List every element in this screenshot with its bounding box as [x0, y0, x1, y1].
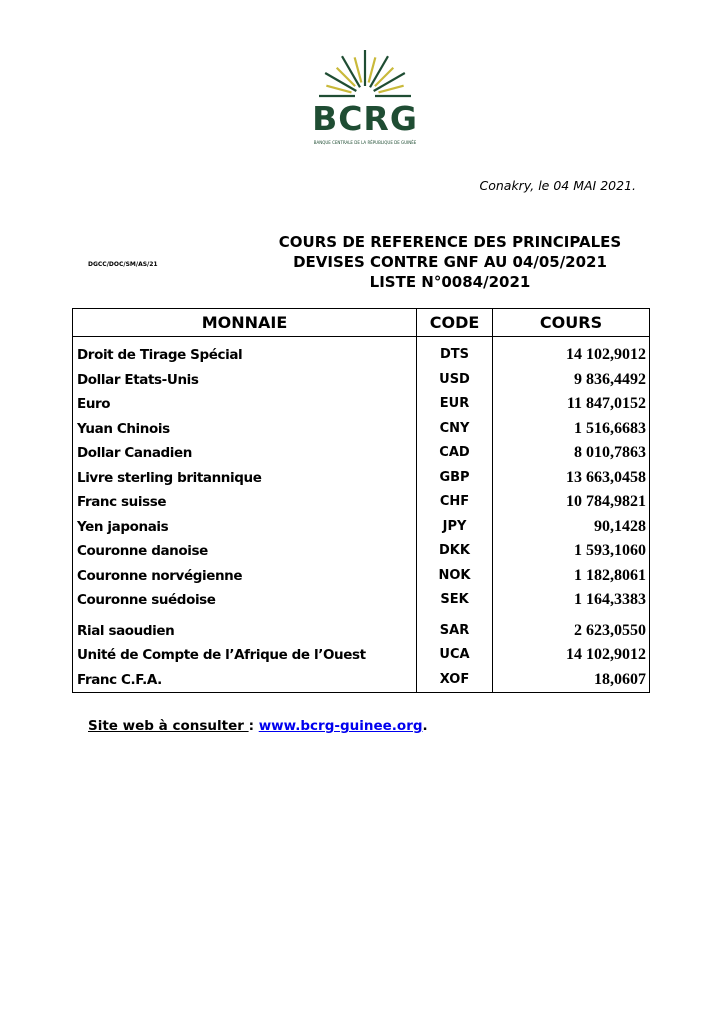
currency-name: Dollar Etats-Unis — [72, 367, 417, 392]
logo-ray — [335, 66, 356, 87]
table-row: Franc suisse CHF 10 784,9821 — [72, 490, 650, 515]
logo-ray — [341, 55, 361, 88]
table-row: Rial saoudien SAR 2 623,0550 — [72, 612, 650, 643]
currency-name: Couronne danoise — [72, 539, 417, 564]
currency-rate: 1 182,8061 — [492, 563, 650, 588]
currency-code: UCA — [416, 643, 493, 668]
currency-code: EUR — [416, 392, 493, 417]
logo-ray — [367, 57, 377, 83]
reference-code: DGCC/DOC/SM/AS/21 — [88, 261, 158, 268]
currency-name: Dollar Canadien — [72, 441, 417, 466]
table-row: Unité de Compte de l’Afrique de l’Ouest U… — [72, 643, 650, 668]
currency-name: Droit de Tirage Spécial — [72, 336, 417, 368]
logo-ray — [369, 55, 389, 88]
currency-rate: 1 164,3383 — [492, 588, 650, 613]
logo-ray — [324, 72, 357, 92]
currency-name: Yuan Chinois — [72, 416, 417, 441]
currency-rate: 2 623,0550 — [492, 612, 650, 643]
logo-ray — [374, 66, 395, 87]
currency-code: CHF — [416, 490, 493, 515]
header-code: CODE — [416, 308, 493, 337]
currency-rate: 18,0607 — [492, 667, 650, 693]
table-row: Couronne danoise DKK 1 593,1060 — [72, 539, 650, 564]
currency-code: GBP — [416, 465, 493, 490]
table-row: Yuan Chinois CNY 1 516,6683 — [72, 416, 650, 441]
table-row: Dollar Canadien CAD 8 010,7863 — [72, 441, 650, 466]
currency-name: Couronne norvégienne — [72, 563, 417, 588]
header-cours: COURS — [492, 308, 650, 337]
website-end: . — [422, 718, 428, 734]
currency-code: XOF — [416, 667, 493, 693]
currency-code: NOK — [416, 563, 493, 588]
currency-rate: 10 784,9821 — [492, 490, 650, 515]
currency-code: JPY — [416, 514, 493, 539]
currency-rate: 1 593,1060 — [492, 539, 650, 564]
logo-ray — [353, 57, 363, 83]
title-line-3: LISTE N°0084/2021 — [369, 273, 531, 291]
currency-name: Franc suisse — [72, 490, 417, 515]
website-line: Site web à consulter : www.bcrg-guinee.o… — [88, 718, 428, 734]
currency-rate: 9 836,4492 — [492, 367, 650, 392]
currency-rate: 8 010,7863 — [492, 441, 650, 466]
table-row: Euro EUR 11 847,0152 — [72, 392, 650, 417]
logo-subtitle: BANQUE CENTRALE DE LA RÉPUBLIQUE DE GUIN… — [313, 140, 417, 145]
table-row: Franc C.F.A. XOF 18,0607 — [72, 667, 650, 693]
logo-ray — [373, 72, 406, 92]
logo-ray — [326, 84, 352, 94]
bcrg-logo-sunburst — [319, 50, 411, 98]
currency-name: Franc C.F.A. — [72, 667, 417, 693]
currency-rate: 11 847,0152 — [492, 392, 650, 417]
table-row: Livre sterling britannique GBP 13 663,0458 — [72, 465, 650, 490]
table-row: Couronne norvégienne NOK 1 182,8061 — [72, 563, 650, 588]
currency-code: CNY — [416, 416, 493, 441]
website-link[interactable]: www.bcrg-guinee.org — [258, 718, 423, 734]
currency-name: Euro — [72, 392, 417, 417]
currency-rate: 90,1428 — [492, 514, 650, 539]
currency-code: DKK — [416, 539, 493, 564]
rates-table: MONNAIE CODE COURS Droit de Tirage Spéci… — [72, 308, 650, 693]
currency-code: SAR — [416, 612, 493, 643]
title-line-1: COURS DE REFERENCE DES PRINCIPALES — [278, 233, 622, 251]
currency-code: SEK — [416, 588, 493, 613]
date-line: Conakry, le 04 MAI 2021. — [479, 178, 636, 193]
currency-rate: 14 102,9012 — [492, 643, 650, 668]
website-label: Site web à consulter — [88, 718, 249, 734]
currency-code: CAD — [416, 441, 493, 466]
currency-rate: 13 663,0458 — [492, 465, 650, 490]
currency-code: USD — [416, 367, 493, 392]
currency-name: Couronne suédoise — [72, 588, 417, 613]
logo-ray — [378, 84, 404, 94]
currency-rate: 14 102,9012 — [492, 336, 650, 368]
table-row: Droit de Tirage Spécial DTS 14 102,9012 — [72, 336, 650, 368]
currency-name: Livre sterling britannique — [72, 465, 417, 490]
title-line-2: DEVISES CONTRE GNF AU 04/05/2021 — [293, 253, 607, 271]
currency-rate: 1 516,6683 — [492, 416, 650, 441]
logo-text: BCRG — [312, 99, 418, 138]
header-monnaie: MONNAIE — [72, 308, 417, 337]
currency-name: Unité de Compte de l’Afrique de l’Ouest — [72, 643, 417, 668]
currency-name: Rial saoudien — [72, 612, 417, 643]
table-row: Dollar Etats-Unis USD 9 836,4492 — [72, 367, 650, 392]
table-row: Couronne suédoise SEK 1 164,3383 — [72, 588, 650, 613]
table-row: Yen japonais JPY 90,1428 — [72, 514, 650, 539]
website-sep: : — [248, 718, 259, 734]
currency-name: Yen japonais — [72, 514, 417, 539]
currency-code: DTS — [416, 336, 493, 368]
